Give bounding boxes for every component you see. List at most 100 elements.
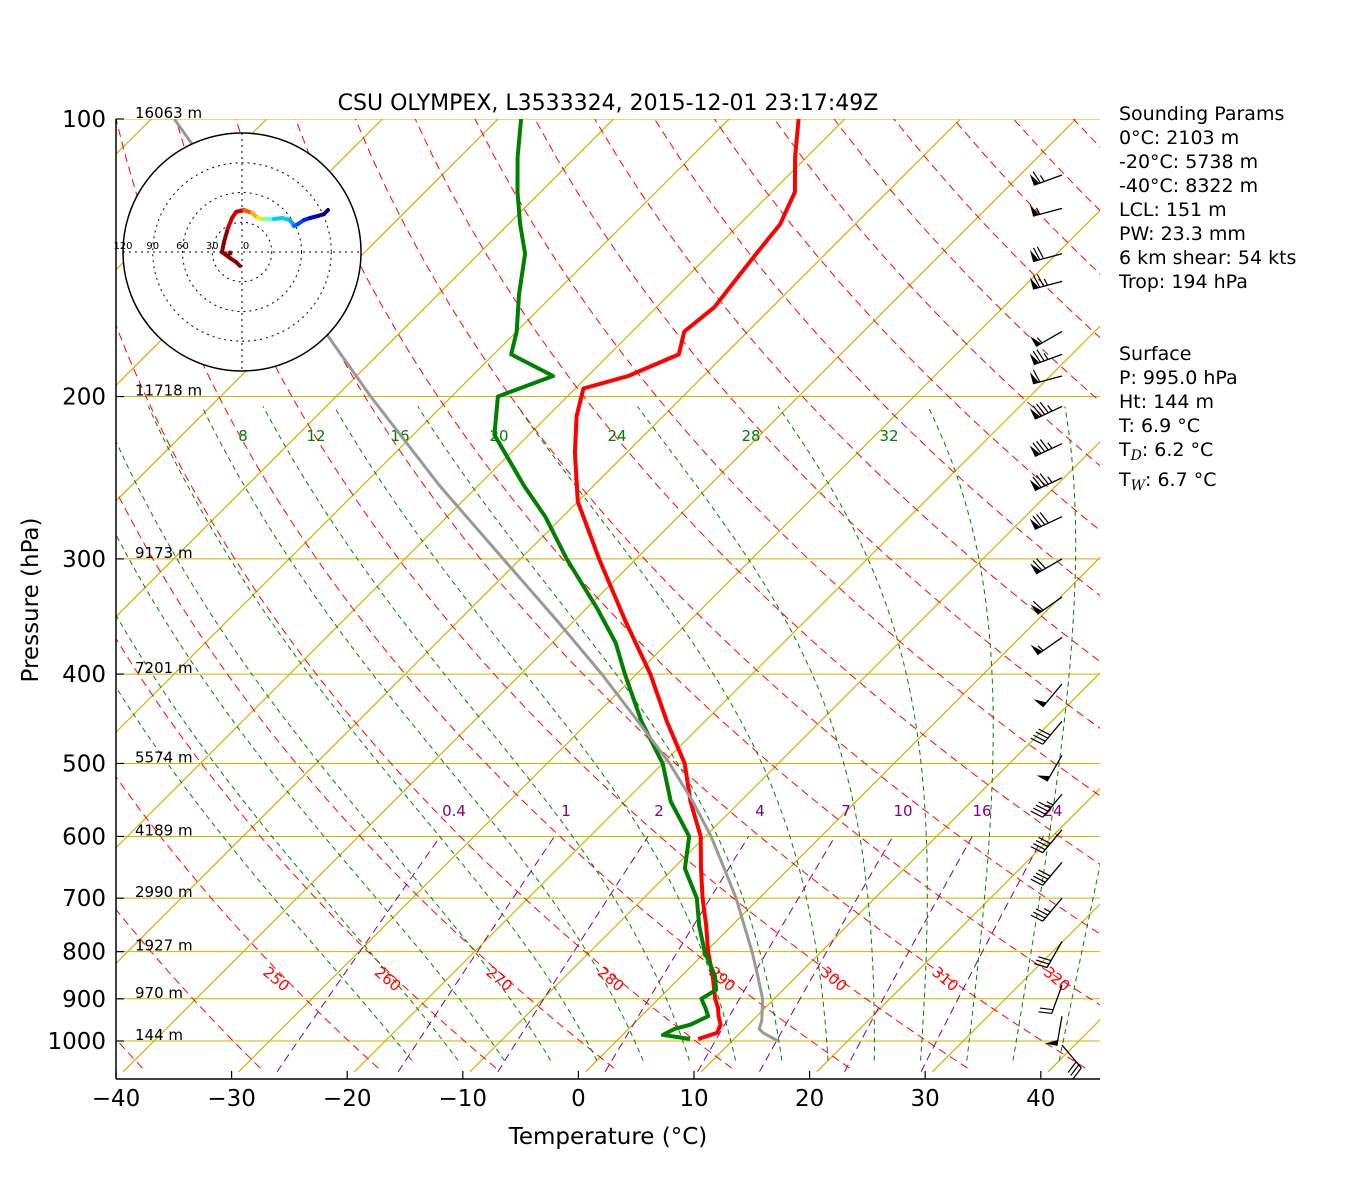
isotherm-line: [238, 209, 1100, 1073]
wind-barb: [1029, 439, 1063, 457]
height-label: 2990 m: [135, 883, 193, 901]
wind-barb: [1029, 246, 1063, 263]
surface-params: Surface P: 995.0 hPa Ht: 144 m T: 6.9 °C…: [1119, 342, 1238, 498]
param-minus40-level: -40°C: 8322 m: [1119, 175, 1259, 197]
mixing-ratio-label: 0.4: [442, 802, 466, 820]
dry-adiabat: [654, 119, 1100, 597]
dry-adiabat: [175, 119, 968, 1069]
wind-barb-staff: [1035, 330, 1063, 348]
wind-barb-tick: [1038, 1011, 1052, 1015]
param-pw: PW: 23.3 mm: [1119, 223, 1246, 245]
wind-barb: [1036, 755, 1063, 782]
x-tick-label: −20: [323, 1086, 372, 1112]
mixing-ratio-label: 7: [841, 802, 851, 820]
wind-barb: [1029, 274, 1063, 290]
dry-adiabat: [354, 119, 1100, 935]
wind-barb-flag: [1029, 277, 1039, 290]
mixing-ratio-line: [759, 836, 894, 1073]
wind-barb-tick: [1032, 405, 1042, 417]
mixing-ratio-line: [604, 836, 750, 1073]
param-trop: Trop: 194 hPa: [1119, 271, 1248, 293]
wind-barb-flag: [1033, 699, 1047, 707]
wind-barb: [1044, 1016, 1063, 1046]
hodograph-surface-point: [227, 250, 233, 256]
wind-barb: [1029, 401, 1063, 420]
hodograph-ring-label: 30: [206, 241, 219, 252]
height-label: 970 m: [135, 984, 183, 1002]
wind-barb-half: [1036, 337, 1043, 344]
wind-barb-staff: [1042, 897, 1063, 922]
wind-barb-tick: [1034, 963, 1048, 969]
wind-barb-tick: [1033, 807, 1046, 815]
wind-barbs: [1029, 171, 1082, 1079]
isotherm-line: [116, 119, 846, 849]
x-tick-label: −30: [207, 1086, 256, 1112]
dry-adiabat: [295, 119, 1100, 1006]
param-minus20-level: -20°C: 5738 m: [1119, 151, 1259, 173]
wind-barb-staff: [1042, 720, 1063, 745]
x-tick-label: 20: [795, 1086, 824, 1112]
profiles: [173, 119, 801, 1043]
wind-barb-tick: [1033, 843, 1046, 851]
wind-barb-flag: [1044, 1039, 1058, 1046]
dry-adiabat: [116, 119, 850, 1069]
moist-adiabat: [116, 686, 413, 1061]
wind-barb: [1030, 793, 1063, 818]
dewpoint-profile: [492, 119, 719, 1041]
height-label: 16063 m: [135, 104, 202, 122]
dry-adiabat-label: 320: [1040, 963, 1074, 995]
y-tick-label: 600: [62, 824, 106, 850]
wind-barb-staff: [1037, 636, 1063, 656]
wind-barb-flag: [1030, 644, 1043, 655]
wind-barb-tick: [1070, 1064, 1080, 1076]
wind-barb-tick: [1067, 1061, 1077, 1073]
hodograph-trace: [322, 208, 330, 216]
moist-adiabat-label: 32: [879, 427, 898, 445]
hodograph-ring: [211, 221, 273, 283]
wind-barb: [1029, 369, 1063, 385]
wind-barb: [1029, 512, 1063, 530]
wind-barb-tick: [1032, 247, 1041, 260]
param-shear: 6 km shear: 54 kts: [1119, 247, 1297, 269]
wind-barb-tick: [1036, 349, 1045, 362]
wind-barb-flag: [1029, 249, 1039, 262]
wind-barb-tick: [1038, 956, 1052, 962]
isotherm-line: [931, 903, 1100, 1073]
wind-barb-tick: [1030, 878, 1043, 886]
y-axis-label: Pressure (hPa): [18, 518, 44, 683]
chart-title: CSU OLYMPEX, L3533324, 2015-12-01 23:17:…: [338, 91, 879, 116]
dry-adiabat: [116, 775, 379, 1069]
wind-barb-tick: [1033, 875, 1046, 883]
height-label: 5574 m: [135, 748, 193, 766]
wind-barb-tick: [1032, 476, 1042, 488]
thermo-grid: [116, 119, 1100, 1073]
mixing-ratio-line: [497, 836, 649, 1073]
wind-barb: [1030, 330, 1063, 348]
wind-barb-half: [1047, 442, 1053, 449]
moist-adiabat: [517, 406, 829, 1061]
wind-barb-half: [1043, 353, 1049, 360]
wind-barb-staff: [1056, 1016, 1063, 1046]
surface-pressure: P: 995.0 hPa: [1119, 367, 1238, 389]
isotherm-line: [116, 119, 499, 502]
wind-barb-flag: [1029, 204, 1039, 217]
wind-barb-staff: [1061, 1044, 1082, 1069]
height-label: 7201 m: [135, 659, 193, 677]
wind-barb-tick: [1030, 846, 1043, 854]
x-tick-label: 40: [1026, 1086, 1055, 1112]
wind-barb: [1030, 636, 1063, 656]
moist-adiabat: [1058, 862, 1100, 1061]
hodograph-circle: [122, 132, 362, 372]
moist-adiabat: [116, 533, 505, 1061]
wind-barb: [1033, 683, 1063, 708]
moist-adiabat: [1012, 406, 1077, 1061]
wind-barb-staff: [1042, 793, 1063, 818]
param-freezing-level: 0°C: 2103 m: [1119, 127, 1240, 149]
height-label: 4189 m: [135, 821, 193, 839]
wind-barb-staff: [1046, 941, 1063, 968]
moist-adiabat: [116, 440, 552, 1061]
hodograph-ring-label: 120: [113, 241, 132, 252]
wind-barb: [1029, 171, 1063, 186]
y-tick-label: 1000: [47, 1029, 106, 1055]
